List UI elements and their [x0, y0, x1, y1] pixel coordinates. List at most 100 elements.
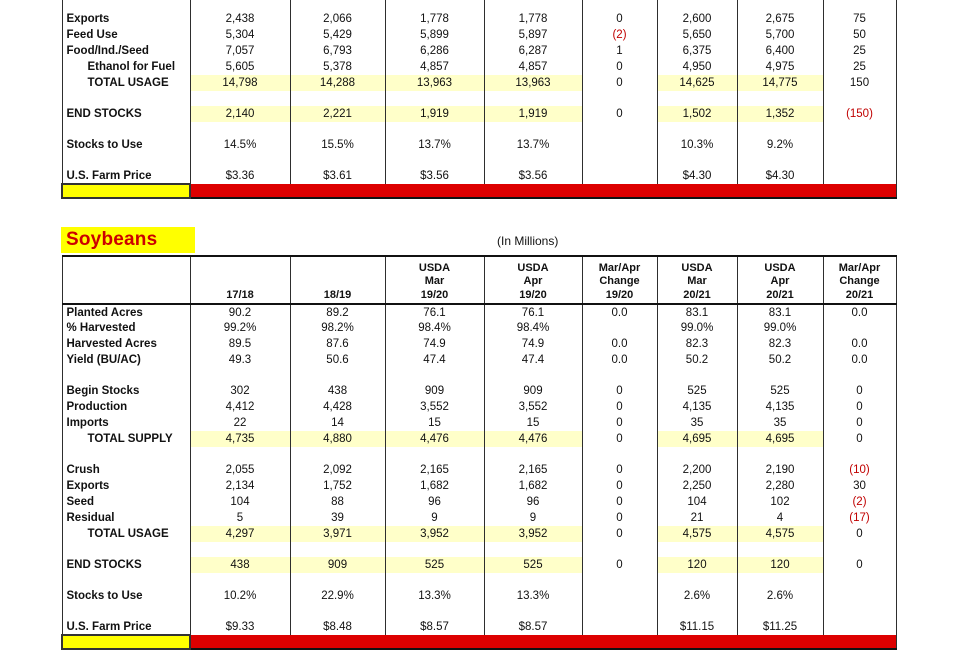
empty-cell	[822, 368, 897, 383]
value-cell: 15	[384, 415, 485, 431]
table-row: % Harvested 99.2% 98.2% 98.4% 98.4% 99.0% 99.0…	[61, 320, 897, 336]
separator-bar-row	[61, 183, 896, 199]
value-cell: 10.3%	[656, 137, 738, 153]
empty-cell	[822, 153, 897, 168]
value-cell: 1,919	[483, 106, 583, 122]
value-cell	[822, 320, 897, 336]
value-cell: 50	[822, 27, 897, 43]
value-cell: (2)	[581, 27, 658, 43]
value-cell: 1,352	[736, 106, 824, 122]
column-header	[61, 256, 191, 305]
value-cell: 2,165	[483, 462, 583, 478]
value-cell: 0	[822, 383, 897, 399]
row-label: Exports	[61, 11, 191, 27]
empty-cell	[483, 447, 583, 462]
value-cell: 88	[289, 494, 386, 510]
value-cell: 4,135	[736, 399, 824, 415]
table-row: Stocks to Use 10.2% 22.9% 13.3% 13.3% 2.6% 2.6…	[61, 588, 897, 604]
empty-cell	[822, 542, 897, 557]
value-cell: 96	[384, 494, 485, 510]
value-cell: 4,575	[656, 526, 738, 542]
empty-cell	[736, 368, 824, 383]
value-cell: 0.0	[581, 304, 658, 320]
empty-cell	[384, 153, 485, 168]
empty-cell	[384, 91, 485, 106]
row-label: TOTAL SUPPLY	[61, 431, 191, 447]
value-cell: 49.3	[189, 352, 291, 368]
value-cell: 15	[483, 415, 583, 431]
value-cell: 3,971	[289, 526, 386, 542]
value-cell: 87.6	[289, 336, 386, 352]
empty-cell	[289, 0, 386, 11]
empty-cell	[581, 368, 658, 383]
empty-cell	[289, 573, 386, 588]
empty-cell	[822, 604, 897, 619]
value-cell: $9.33	[189, 619, 291, 635]
value-cell: 22.9%	[289, 588, 386, 604]
value-cell: 4,857	[384, 59, 485, 75]
value-cell: 0	[581, 478, 658, 494]
value-cell: 98.2%	[289, 320, 386, 336]
value-cell: 4,135	[656, 399, 738, 415]
table-row: END STOCKS 438 909 525 525 0 120 120 0	[61, 557, 897, 573]
empty-cell	[384, 604, 485, 619]
row-label: TOTAL USAGE	[61, 75, 191, 91]
value-cell: 0	[822, 431, 897, 447]
value-cell: 89.5	[189, 336, 291, 352]
value-cell: 438	[289, 383, 386, 399]
value-cell: 0.0	[581, 352, 658, 368]
empty-cell	[384, 368, 485, 383]
value-cell: 7,057	[189, 43, 291, 59]
empty-cell	[656, 91, 738, 106]
value-cell: (17)	[822, 510, 897, 526]
cut-off-row	[61, 0, 897, 11]
column-header: 17/18	[189, 256, 291, 305]
value-cell: 0	[581, 415, 658, 431]
empty-cell	[189, 122, 291, 137]
value-cell: 0.0	[822, 336, 897, 352]
table-row: Exports 2,438 2,066 1,778 1,778 0 2,600 2,675 75	[61, 11, 897, 27]
value-cell: 909	[384, 383, 485, 399]
value-cell: 1,502	[656, 106, 738, 122]
value-cell: 99.2%	[189, 320, 291, 336]
value-cell: 9	[384, 510, 485, 526]
red-separator-bar	[190, 184, 896, 198]
empty-cell	[483, 573, 583, 588]
empty-cell	[483, 542, 583, 557]
value-cell: 4,950	[656, 59, 738, 75]
row-label: Stocks to Use	[61, 137, 191, 153]
value-cell: 2,055	[189, 462, 291, 478]
spacer-row	[61, 122, 897, 137]
empty-cell	[61, 604, 191, 619]
value-cell: 89.2	[289, 304, 386, 320]
value-cell: 4,857	[483, 59, 583, 75]
empty-cell	[736, 0, 824, 11]
red-separator-bar	[190, 635, 896, 649]
table-row: Crush 2,055 2,092 2,165 2,165 0 2,200 2,190 (10)	[61, 462, 897, 478]
value-cell: 13.3%	[384, 588, 485, 604]
value-cell: 0.0	[822, 352, 897, 368]
value-cell: 6,375	[656, 43, 738, 59]
value-cell: 76.1	[483, 304, 583, 320]
value-cell: 0	[822, 415, 897, 431]
row-label: Production	[61, 399, 191, 415]
value-cell: 4,695	[656, 431, 738, 447]
value-cell: 83.1	[736, 304, 824, 320]
value-cell: 82.3	[736, 336, 824, 352]
value-cell: 2,200	[656, 462, 738, 478]
value-cell: 50.2	[656, 352, 738, 368]
value-cell: 2.6%	[656, 588, 738, 604]
value-cell: 0	[581, 431, 658, 447]
value-cell: 102	[736, 494, 824, 510]
column-header-row: 17/18 18/19 USDA Mar 19/20 USDA Apr 19/20 Ma…	[61, 256, 897, 305]
empty-cell	[289, 122, 386, 137]
empty-cell	[736, 604, 824, 619]
value-cell: 75	[822, 11, 897, 27]
empty-cell	[483, 91, 583, 106]
value-cell: 5,304	[189, 27, 291, 43]
value-cell: 14,625	[656, 75, 738, 91]
value-cell: 2,092	[289, 462, 386, 478]
row-label: Seed	[61, 494, 191, 510]
value-cell: 25	[822, 43, 897, 59]
